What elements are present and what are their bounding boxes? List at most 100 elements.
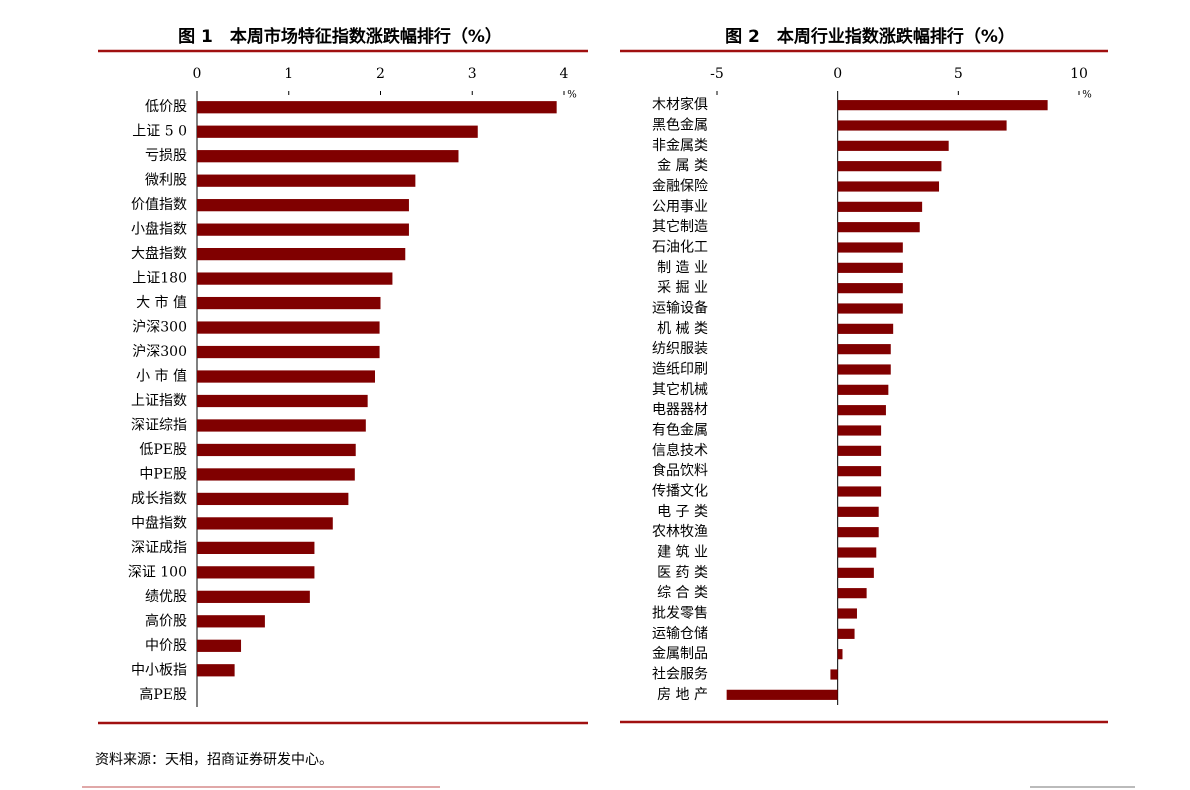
category-label: 上证 5 0 (132, 124, 187, 140)
category-label: 传播文化 (652, 484, 708, 500)
category-label: 高PE股 (139, 686, 187, 703)
x-tick-label: 10 (1070, 66, 1088, 82)
category-label: 亏损股 (145, 148, 187, 164)
category-label: 深证成指 (131, 540, 187, 556)
bar (197, 125, 478, 138)
bar (197, 664, 235, 677)
bar (837, 120, 1007, 131)
x-tick-label: 5 (954, 66, 963, 82)
bar (197, 566, 315, 579)
bar (197, 468, 355, 481)
category-label: 中PE股 (139, 466, 187, 482)
bar (837, 384, 889, 395)
bar (726, 689, 838, 700)
bar (837, 425, 882, 436)
bar (197, 590, 310, 603)
category-label: 上证180 (132, 271, 187, 287)
bar (197, 615, 265, 628)
category-label: 电器器材 (652, 402, 708, 418)
x-tick-label: 2 (376, 66, 385, 82)
bar (837, 547, 877, 558)
bar (837, 506, 879, 517)
category-label: 其它制造 (652, 218, 708, 235)
bar (197, 443, 356, 457)
bar (837, 527, 879, 538)
category-label: 低价股 (145, 99, 187, 115)
unit-label: % (567, 90, 577, 101)
category-label: 机 械 类 (657, 321, 708, 337)
bar (197, 419, 366, 432)
category-label: 电 子 类 (657, 504, 708, 520)
category-label: 社会服务 (652, 667, 708, 683)
bar (197, 394, 368, 408)
category-label: 制 造 业 (657, 260, 708, 276)
bar (197, 150, 459, 163)
bar (837, 466, 882, 477)
x-tick-label: -5 (710, 66, 724, 82)
bar (837, 100, 1048, 111)
category-label: 石油化工 (652, 240, 708, 256)
category-label: 深证 100 (128, 564, 187, 580)
category-label: 纺织服装 (652, 341, 708, 357)
category-label: 大盘指数 (131, 245, 187, 262)
x-tick-label: 0 (193, 66, 202, 82)
bar (197, 345, 380, 359)
x-tick-label: 4 (560, 66, 569, 82)
bar (197, 370, 375, 383)
category-label: 金 属 类 (657, 158, 708, 174)
category-label: 中盘指数 (131, 514, 187, 531)
bar (197, 223, 409, 236)
bar (197, 639, 242, 652)
category-label: 医 药 类 (657, 565, 708, 581)
x-tick-label: 3 (468, 66, 477, 82)
bar (197, 248, 406, 261)
category-label: 运输设备 (652, 300, 708, 317)
category-label: 黑色金属 (652, 117, 708, 134)
bar (197, 517, 333, 530)
category-label: 木材家俱 (652, 96, 708, 113)
category-label: 运输仓储 (652, 626, 708, 642)
category-label: 绩优股 (145, 589, 187, 605)
bar (837, 344, 891, 355)
category-label: 食品饮料 (652, 462, 708, 479)
bar (837, 364, 891, 375)
bar (837, 181, 940, 192)
category-label: 有色金属 (652, 422, 708, 439)
bar (197, 492, 349, 506)
category-label: 中小板指 (131, 662, 187, 678)
bar (197, 296, 381, 310)
chart-title: 图 2 本周行业指数涨跌幅排行（%） (725, 26, 1015, 47)
bar (197, 321, 380, 334)
bar (837, 567, 874, 578)
unit-label: % (1082, 90, 1092, 101)
bar (837, 283, 903, 294)
category-label: 上证指数 (131, 393, 187, 409)
category-label: 批发零售 (652, 606, 708, 622)
category-label: 沪深300 (132, 344, 187, 360)
bar (197, 174, 416, 187)
bar (197, 101, 557, 114)
category-label: 微利股 (145, 173, 187, 189)
category-label: 成长指数 (131, 491, 187, 507)
category-label: 建 筑 业 (657, 545, 708, 561)
bar (197, 199, 409, 212)
category-label: 低PE股 (139, 442, 187, 458)
bar (837, 303, 903, 314)
category-label: 采 掘 业 (657, 280, 708, 296)
bar (837, 140, 949, 151)
category-label: 造纸印刷 (652, 362, 708, 378)
bar (837, 486, 882, 497)
category-label: 金融保险 (652, 179, 708, 195)
source-note: 资料来源：天相，招商证券研发中心。 (95, 752, 333, 768)
category-label: 信息技术 (652, 442, 708, 459)
category-label: 农林牧渔 (652, 524, 708, 540)
bar (837, 405, 886, 416)
chart-title: 图 1 本周市场特征指数涨跌幅排行（%） (178, 26, 502, 47)
category-label: 高价股 (145, 612, 187, 629)
x-tick-label: 0 (833, 66, 842, 82)
category-label: 深证综指 (131, 417, 187, 433)
bar (837, 608, 857, 619)
bar (837, 242, 903, 253)
category-label: 非金属类 (652, 138, 708, 154)
